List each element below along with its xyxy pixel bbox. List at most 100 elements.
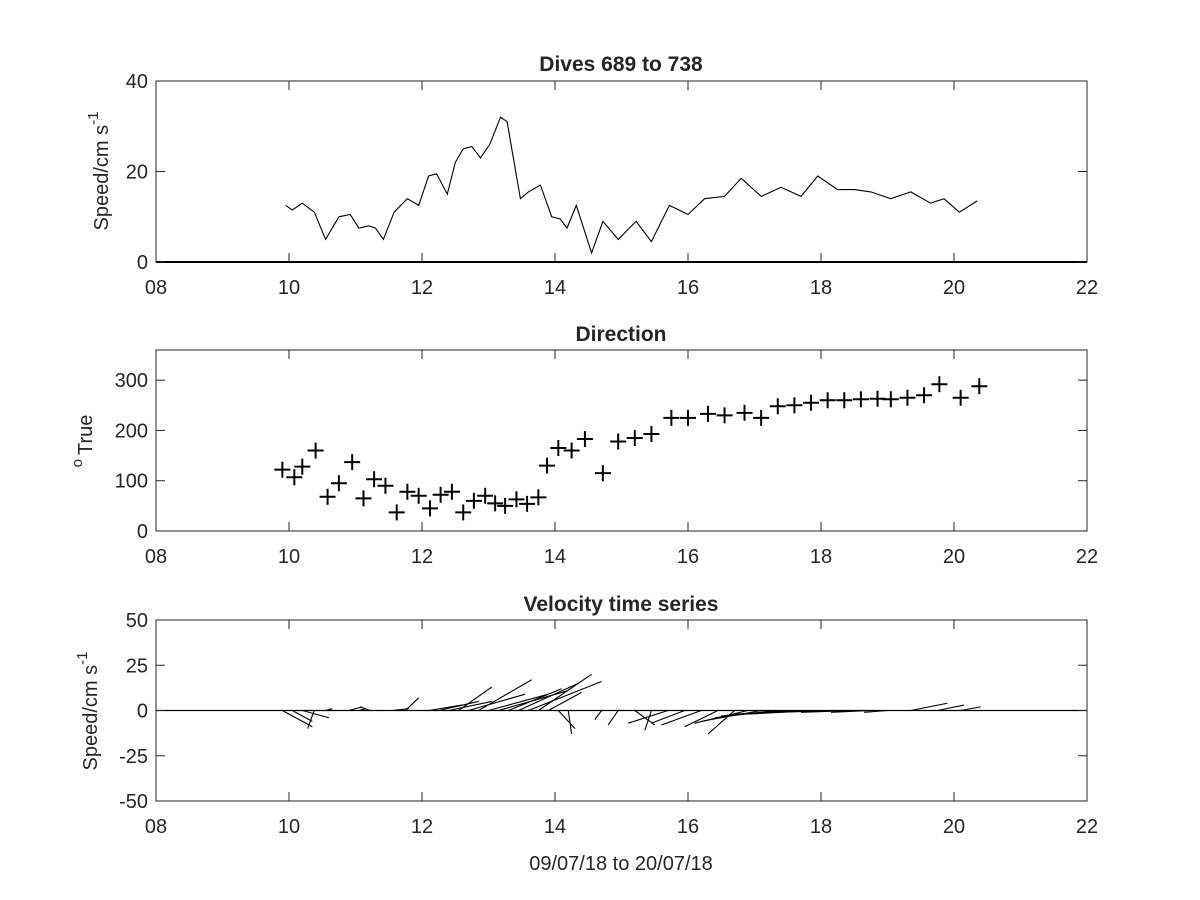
direction-x-tick-label: 10: [278, 546, 300, 568]
velocity-stick: [937, 704, 965, 712]
direction-point: [916, 387, 933, 404]
velocity-stick: [508, 688, 562, 712]
velocity-stick: [348, 706, 363, 712]
velocity-x-tick-label: 20: [943, 816, 965, 838]
direction-point: [519, 495, 536, 512]
direction-point: [952, 389, 969, 406]
velocity-y-tick-label: -25: [119, 746, 148, 768]
direction-point: [716, 407, 733, 424]
direction-x-tick-label: 22: [1076, 546, 1098, 568]
direction-point: [836, 392, 853, 409]
direction-point: [344, 454, 361, 471]
direction-point: [355, 490, 372, 507]
direction-point: [477, 487, 494, 504]
direction-point: [699, 405, 716, 422]
speed-marks: [156, 116, 1087, 263]
direction-x-tick-label: 18: [810, 546, 832, 568]
direction-point: [819, 392, 836, 409]
direction-ticks: 08 10 12 14 16 18 20 22 0 100 200 300: [115, 350, 1098, 568]
velocity-x-tick-label: 22: [1076, 816, 1098, 838]
velocity-stick: [392, 708, 409, 712]
direction-point: [550, 440, 567, 457]
velocity-stick: [468, 693, 526, 712]
direction-y-tick-label: 200: [115, 420, 148, 442]
speed-panel: 08 10 12 14 16 18 20 22 0 20 40 Dives 689 to 738 S…: [85, 53, 1098, 299]
velocity-stick: [282, 710, 313, 728]
direction-point: [594, 465, 611, 482]
velocity-x-tick-label: 12: [411, 816, 433, 838]
velocity-stick: [478, 679, 533, 711]
direction-y-axis-label-text: True: [75, 415, 97, 455]
velocity-stick: [830, 709, 871, 713]
velocity-stick: [684, 710, 719, 728]
direction-point: [576, 430, 593, 447]
direction-point: [852, 391, 869, 408]
velocity-x-tick-label: 14: [544, 816, 566, 838]
velocity-stick: [325, 708, 333, 712]
direction-point: [399, 483, 416, 500]
velocity-y-axis-label-text: Speed/cm s: [80, 665, 102, 771]
velocity-stick: [651, 709, 685, 724]
velocity-stick: [528, 681, 602, 712]
direction-point: [769, 398, 786, 415]
direction-point: [680, 409, 696, 426]
velocity-stick: [960, 706, 981, 712]
direction-point: [274, 461, 291, 478]
velocity-y-axis-label-superscript: -1: [74, 652, 91, 665]
velocity-stick: [448, 700, 492, 712]
direction-x-tick-label: 14: [544, 546, 566, 568]
velocity-stick: [307, 710, 315, 729]
direction-point: [736, 404, 753, 421]
direction-x-tick-label: 16: [677, 546, 699, 568]
velocity-x-tick-label: 18: [810, 816, 832, 838]
velocity-chart-title: Velocity time series: [524, 593, 719, 616]
velocity-panel: 08 10 12 14 16 18 20 22 -50 -25 0 25 50 Velocity tim…: [74, 593, 1098, 875]
direction-x-tick-label: 20: [943, 546, 965, 568]
direction-point: [286, 469, 303, 486]
direction-point: [803, 394, 820, 411]
direction-plot-frame: [155, 349, 1088, 532]
direction-point: [465, 492, 482, 509]
velocity-stick: [627, 709, 669, 724]
velocity-x-tick-label: 16: [677, 816, 699, 838]
velocity-stick: [910, 702, 948, 712]
velocity-stick: [488, 693, 549, 712]
direction-point: [319, 488, 336, 505]
speed-y-axis-label: Speed/cm s-1: [85, 112, 113, 231]
speed-x-tick-label: 16: [677, 277, 699, 299]
velocity-stick: [607, 710, 619, 726]
direction-y-axis-label: o True: [69, 415, 97, 468]
velocity-stick: [404, 697, 420, 711]
velocity-marks: [282, 673, 981, 735]
velocity-stick: [557, 710, 576, 729]
speed-y-axis-label-superscript: -1: [85, 112, 102, 125]
direction-point: [610, 433, 627, 450]
speed-series-line: [285, 116, 978, 255]
velocity-stick: [594, 710, 602, 720]
speed-y-tick-label: 20: [126, 162, 148, 184]
direction-y-tick-label: 0: [137, 521, 148, 543]
speed-x-tick-label: 10: [278, 277, 300, 299]
direction-point: [530, 489, 547, 506]
velocity-y-tick-label: -50: [119, 791, 148, 813]
direction-point: [294, 458, 311, 475]
velocity-x-axis-label: 09/07/18 to 20/07/18: [529, 853, 713, 875]
direction-point: [366, 471, 383, 488]
direction-point: [455, 504, 472, 521]
velocity-ticks: 08 10 12 14 16 18 20 22 -50 -25 0 25 50: [119, 610, 1098, 838]
direction-point: [931, 376, 948, 393]
speed-y-axis-label-text: Speed/cm s: [91, 125, 113, 231]
direction-panel: 08 10 12 14 16 18 20 22 0 100 200 300 Direction o Tr…: [69, 323, 1098, 568]
direction-point: [410, 487, 427, 504]
speed-plot-frame: [155, 80, 1088, 263]
velocity-stick: [661, 709, 702, 726]
speed-x-tick-label: 12: [411, 277, 433, 299]
velocity-stick: [359, 706, 371, 712]
velocity-stick: [458, 686, 493, 711]
direction-marks: [274, 376, 988, 521]
speed-x-tick-label: 20: [943, 277, 965, 299]
velocity-stick: [644, 710, 652, 731]
direction-y-axis-label-superscript: o: [69, 459, 86, 467]
speed-x-tick-label: 18: [810, 277, 832, 299]
